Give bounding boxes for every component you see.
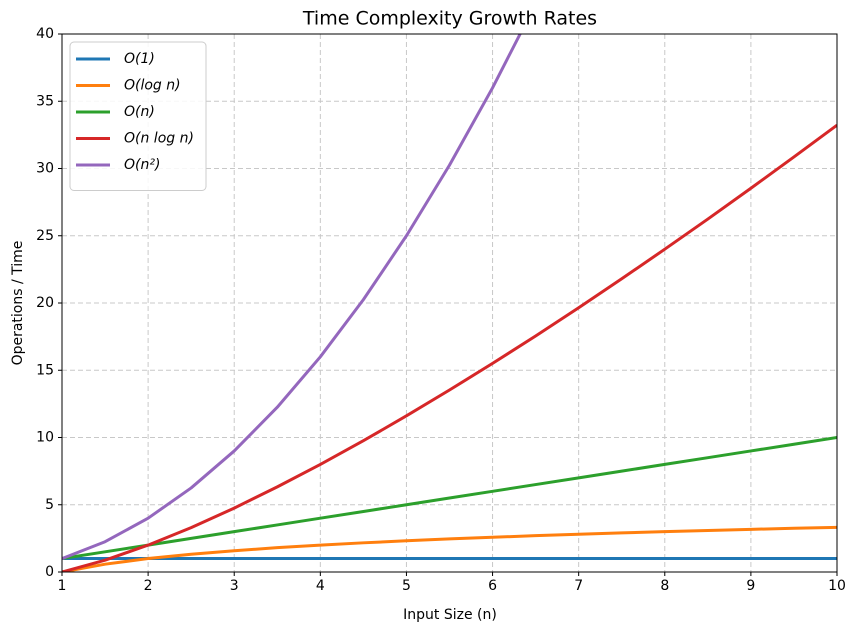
x-axis-label: Input Size (n) <box>403 607 497 623</box>
x-tick-label: 9 <box>746 578 755 594</box>
chart-title: Time Complexity Growth Rates <box>302 8 597 30</box>
y-tick-label: 35 <box>36 93 54 109</box>
x-tick-label: 6 <box>488 578 497 594</box>
legend-label: O(1) <box>124 51 155 67</box>
x-tick-label: 4 <box>316 578 325 594</box>
x-tick-label: 2 <box>144 578 153 594</box>
legend-label: O(log n) <box>124 78 181 94</box>
legend-label: O(n log n) <box>124 131 194 147</box>
y-tick-label: 25 <box>36 228 54 244</box>
legend: O(1) O(log n) O(n) O(n log n) O(n²) <box>69 41 207 191</box>
series-line <box>62 436 837 561</box>
x-tick-label: 8 <box>660 578 669 594</box>
y-tick-label: 20 <box>36 295 54 311</box>
x-tick-label: 5 <box>402 578 411 594</box>
y-axis-label: Operations / Time <box>10 241 26 366</box>
y-tick-label: 5 <box>45 497 54 513</box>
series-line <box>62 525 837 572</box>
series-line <box>62 123 837 572</box>
y-tick-label: 30 <box>36 161 54 177</box>
y-tick-label: 10 <box>36 430 54 446</box>
y-tick-label: 40 <box>36 26 54 42</box>
legend-box <box>69 41 207 191</box>
x-tick-label: 7 <box>574 578 583 594</box>
lines <box>62 34 837 572</box>
x-tick-label: 10 <box>828 578 846 594</box>
legend-label: O(n) <box>124 104 155 120</box>
x-tick-label: 3 <box>230 578 239 594</box>
series-line <box>62 34 522 560</box>
legend-label: O(n²) <box>124 157 160 173</box>
y-tick-label: 15 <box>36 362 54 378</box>
x-tick-label: 1 <box>58 578 67 594</box>
y-tick-label: 0 <box>45 564 54 580</box>
